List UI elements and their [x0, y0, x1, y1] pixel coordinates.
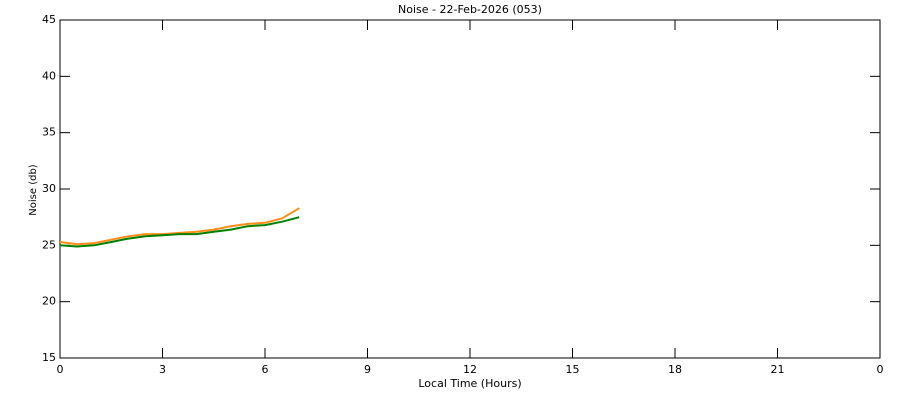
- series-line: [59, 216, 300, 248]
- y-axis-label: Noise (db): [28, 164, 39, 216]
- x-tick-label: 9: [364, 363, 371, 376]
- y-tick-label: 25: [42, 238, 56, 251]
- y-tick-label: 20: [42, 295, 56, 308]
- y-tick-label: 40: [42, 69, 56, 82]
- x-tick-label: 0: [57, 363, 64, 376]
- chart-title: Noise - 22-Feb-2026 (053): [398, 3, 542, 16]
- y-tick-label: 45: [42, 13, 56, 26]
- x-tick-label: 12: [463, 363, 477, 376]
- x-tick-label: 18: [668, 363, 682, 376]
- plot-frame: [59, 19, 881, 359]
- x-tick-label: 15: [566, 363, 580, 376]
- x-tick-label: 6: [262, 363, 269, 376]
- y-tick-label: 30: [42, 182, 56, 195]
- x-tick-label: 3: [159, 363, 166, 376]
- y-tick-label: 15: [42, 351, 56, 364]
- x-tick-label: 0: [877, 363, 884, 376]
- y-tick-label: 35: [42, 126, 56, 139]
- x-tick-label: 21: [771, 363, 785, 376]
- series-line: [59, 207, 300, 246]
- x-axis-label: Local Time (Hours): [418, 377, 521, 390]
